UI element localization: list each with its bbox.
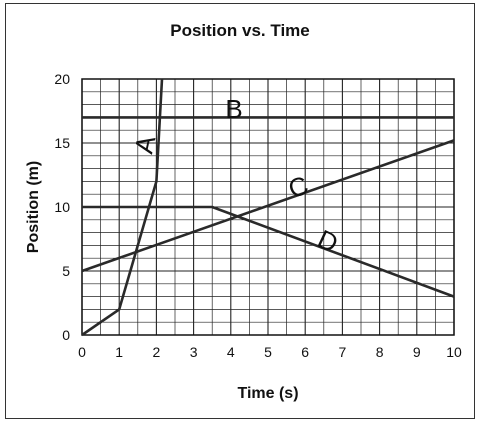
y-tick-label: 0 [62,327,70,343]
x-tick-label: 6 [301,344,309,360]
series-line-c [81,139,455,273]
x-tick-label: 4 [227,344,235,360]
x-tick-label: 7 [339,344,347,360]
x-tick-label: 0 [78,344,86,360]
chart-frame [5,3,475,419]
series-label-b: B [225,94,242,124]
y-tick-label: 5 [62,263,70,279]
x-tick-label: 1 [115,344,123,360]
chart-title: Position vs. Time [170,21,310,40]
x-tick-label: 8 [376,344,384,360]
x-tick-label: 2 [153,344,161,360]
y-tick-label: 10 [54,199,70,215]
y-tick-label: 20 [54,71,70,87]
series-line-a [81,78,164,337]
x-tick-label: 10 [446,344,462,360]
series-label-a: A [128,132,161,156]
x-axis-label: Time (s) [237,385,298,402]
x-tick-label: 3 [190,344,198,360]
x-tick-label: 9 [413,344,421,360]
x-tick-label: 5 [264,344,272,360]
y-tick-label: 15 [54,135,70,151]
tick-labels: 0 1 2 3 4 5 6 7 8 9 10 0 5 10 15 20 [54,71,462,360]
y-axis-label: Position (m) [25,161,42,253]
series-lines [81,78,455,337]
series-line-d [82,205,455,298]
grid [81,78,455,336]
